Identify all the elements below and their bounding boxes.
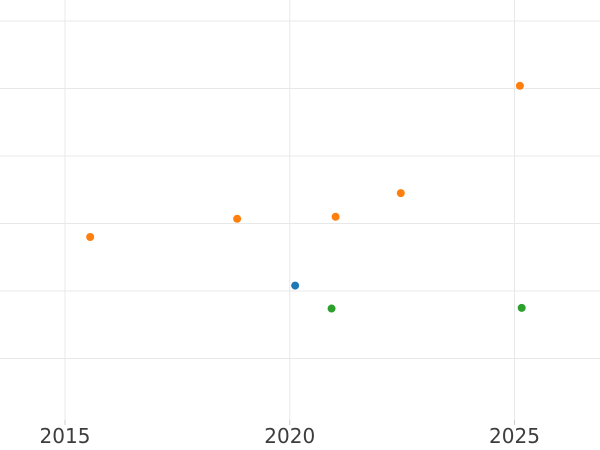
x-tick-label: 2015 xyxy=(40,424,91,448)
data-point-blue xyxy=(291,281,300,290)
data-point-green xyxy=(327,304,336,313)
data-point-orange xyxy=(233,214,242,223)
data-point-orange xyxy=(331,212,340,221)
data-point-orange xyxy=(396,189,405,198)
data-point-orange xyxy=(515,81,524,90)
x-tick-label: 2025 xyxy=(489,424,540,448)
data-point-orange xyxy=(86,233,95,242)
x-tick-label: 2020 xyxy=(264,424,315,448)
data-point-green xyxy=(517,303,526,312)
